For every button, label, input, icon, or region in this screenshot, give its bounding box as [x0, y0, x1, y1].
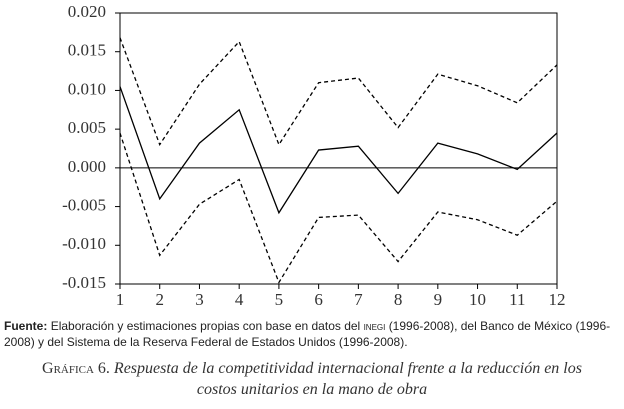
x-tick-label: 1 [116, 290, 125, 309]
y-tick-label: -0.005 [62, 195, 106, 214]
confidence-band [119, 37, 558, 147]
y-tick-label: 0.000 [68, 157, 106, 176]
source-abbr: inegi [363, 319, 386, 333]
x-tick-label: 5 [275, 290, 284, 309]
y-tick-label: -0.010 [62, 234, 106, 253]
chart-title: Respuesta de la competitividad internaci… [113, 360, 582, 398]
plot-frame [119, 12, 558, 285]
x-tick-label: 2 [155, 290, 164, 309]
source-text: Elaboración y estimaciones propias con b… [50, 319, 361, 333]
chart: 0.020 0.015 0.010 0.005 0.000 -0.005 -0.010 -0.… [62, 2, 566, 309]
x-tick-label: 9 [434, 290, 443, 309]
x-tick-label: 12 [549, 290, 566, 309]
x-tick-label: 3 [195, 290, 204, 309]
response-line [119, 86, 558, 215]
source-note: Fuente: Elaboración y estimaciones propi… [4, 318, 622, 350]
y-tick-label: 0.005 [68, 118, 106, 137]
y-tick-label: -0.015 [62, 273, 106, 292]
x-tick-label: 10 [469, 290, 486, 309]
caption-label: Gráfica 6. [42, 360, 110, 377]
source-rest: (1996-2008), del Banco de México (1996-2… [4, 319, 611, 349]
source-label: Fuente: [4, 319, 48, 333]
y-tick-label: 0.020 [68, 2, 106, 21]
x-tick-label: 6 [314, 290, 323, 309]
caption: Gráfica 6. Respuesta de la competitivida… [40, 358, 584, 400]
x-tick-label: 8 [394, 290, 403, 309]
confidence-band [119, 132, 558, 284]
y-tick-label: 0.010 [68, 79, 106, 98]
x-tick-label: 4 [235, 290, 244, 309]
y-tick-label: 0.015 [68, 41, 106, 60]
x-tick-label: 7 [354, 290, 363, 309]
x-tick-label: 11 [509, 290, 525, 309]
